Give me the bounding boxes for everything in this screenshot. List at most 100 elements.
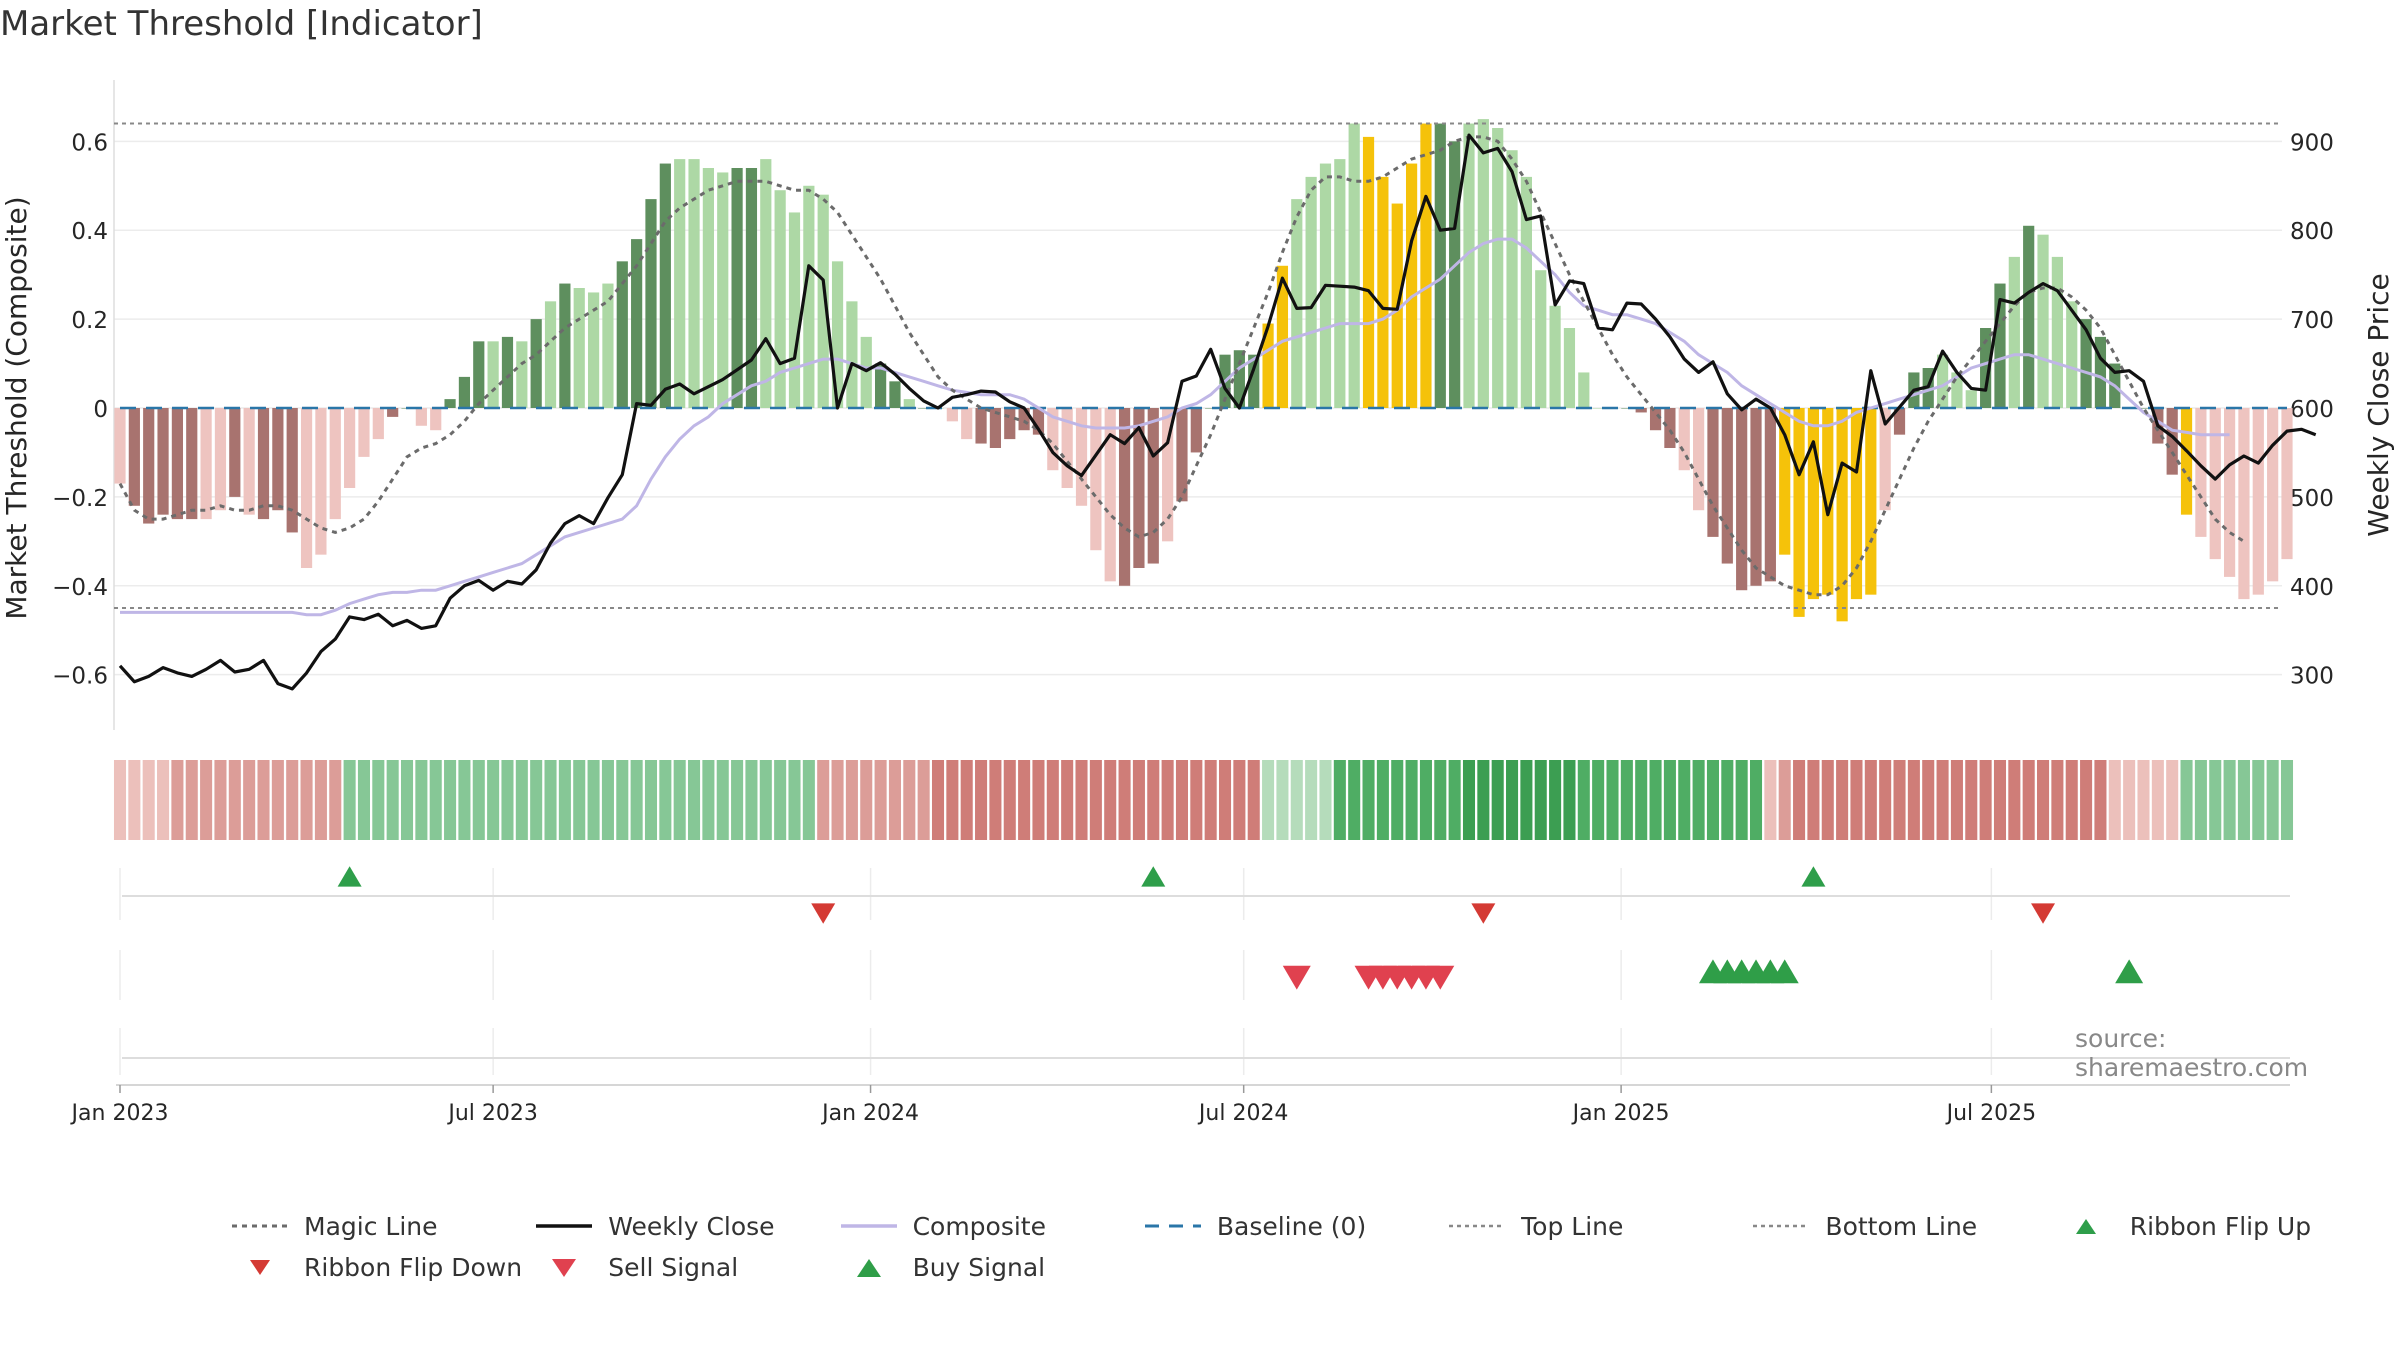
ribbon-cell <box>960 760 973 840</box>
ribbon-cell <box>1534 760 1547 840</box>
ribbon-cell <box>444 760 457 840</box>
ribbon-cell <box>157 760 170 840</box>
ribbon-cell <box>343 760 356 840</box>
legend-item: Baseline (0) <box>1143 1212 1447 1241</box>
composite-bar <box>229 408 241 497</box>
ribbon-cell <box>1979 760 1992 840</box>
ribbon-cell <box>472 760 485 840</box>
composite-bar <box>1664 408 1676 448</box>
composite-bar <box>516 341 528 408</box>
ribbon-cell <box>357 760 370 840</box>
composite-bar <box>674 159 686 408</box>
ribbon-cell <box>329 760 342 840</box>
ribbon-cell <box>1362 760 1375 840</box>
ribbon-cell <box>2051 760 2064 840</box>
composite-bar <box>1850 408 1863 600</box>
y2-tick-label: 700 <box>2290 308 2334 334</box>
composite-bar <box>1822 408 1834 595</box>
composite-bar <box>1678 408 1690 471</box>
ribbon-cell <box>1391 760 1404 840</box>
composite-bar <box>1549 305 1561 408</box>
ribbon-cell <box>845 760 858 840</box>
composite-bar <box>171 408 184 520</box>
composite-bar <box>602 283 614 408</box>
ribbon-cell <box>1032 760 1045 840</box>
composite-bar <box>1879 408 1891 511</box>
ribbon-cell <box>774 760 787 840</box>
legend-swatch <box>552 1258 577 1277</box>
ribbon-cell <box>1419 760 1432 840</box>
magic-line <box>118 135 2245 597</box>
composite-bar <box>1233 350 1245 408</box>
composite-bar <box>1348 123 1360 409</box>
legend-label: Magic Line <box>304 1212 438 1241</box>
ribbon-cell <box>2151 760 2164 840</box>
legend-swatch <box>250 1259 270 1275</box>
composite-bar <box>1147 408 1159 564</box>
ribbon-cell <box>2237 760 2250 840</box>
ribbon-cell <box>1606 760 1619 840</box>
composite-bar <box>1420 123 1432 409</box>
ribbon-cell <box>644 760 658 840</box>
composite-bar <box>143 408 155 524</box>
composite-bar <box>1047 408 1059 471</box>
composite-bar <box>1449 141 1461 409</box>
ribbon-cell <box>1276 760 1289 840</box>
composite-bar <box>1176 408 1188 502</box>
legend-swatch <box>1753 1224 1810 1227</box>
ribbon-cell <box>2209 760 2222 840</box>
composite-bar <box>372 408 384 440</box>
composite-bar <box>1405 163 1418 408</box>
ribbon-cell <box>1678 760 1691 840</box>
composite-bar <box>1133 408 1145 568</box>
composite-bar <box>645 199 657 408</box>
ribbon-cell <box>1305 760 1318 840</box>
composite-bar <box>1004 408 1016 440</box>
composite-bar <box>430 408 442 431</box>
composite-bar <box>387 408 399 417</box>
ribbon-cell <box>788 760 801 840</box>
composite-bar <box>1578 372 1590 408</box>
ribbon-cell <box>2123 760 2136 840</box>
ribbon-cell <box>200 760 213 840</box>
ribbon-cell <box>1793 760 1806 840</box>
composite-bar <box>272 408 284 511</box>
legend-item: Buy Signal <box>839 1253 1143 1282</box>
legend-label: Buy Signal <box>912 1253 1046 1282</box>
composite-bar <box>2195 408 2207 537</box>
ribbon-cell <box>1850 760 1863 840</box>
buy-signal-marker <box>1770 959 1799 984</box>
ribbon-cell <box>1175 760 1189 840</box>
ribbon-cell <box>2166 760 2179 840</box>
composite-bar <box>860 336 872 408</box>
composite-bar <box>903 399 915 408</box>
composite-bar <box>989 408 1002 448</box>
composite-bar <box>2094 336 2107 408</box>
buy-signal-marker <box>2115 959 2144 984</box>
ribbon-cell <box>1132 760 1145 840</box>
ribbon-cell <box>1706 760 1719 840</box>
y-tick-label: −0.4 <box>52 575 108 601</box>
ribbon-cell <box>1046 760 1059 840</box>
ribbon-cell <box>2223 760 2236 840</box>
legend-item: Ribbon Flip Down <box>230 1253 534 1282</box>
composite-bar <box>2137 408 2150 409</box>
composite-bar <box>501 336 514 408</box>
ribbon-cell <box>1879 760 1892 840</box>
market-threshold-chart: −0.6 −0.4 −0.2 0 0.2 0.4 0.6 300 400 500 600 700 800… <box>0 80 2395 1126</box>
composite-bar <box>1621 408 1633 409</box>
ribbon-cell <box>2094 760 2107 840</box>
composite-bar <box>1190 408 1202 453</box>
ribbon-cell <box>544 760 557 840</box>
ribbon-flip-down-marker <box>811 903 836 924</box>
composite-bar <box>1994 283 2006 408</box>
y2-axis-label: Weekly Close Price <box>2362 273 2395 536</box>
ribbon-cell <box>673 760 686 840</box>
y2-tick-label: 500 <box>2290 486 2334 512</box>
composite-bar <box>1434 123 1446 409</box>
ribbon-cell <box>888 760 901 840</box>
ribbon-cell <box>573 760 586 840</box>
ribbon-cell <box>2194 760 2207 840</box>
ribbon-cell <box>1721 760 1734 840</box>
composite-bar <box>2281 408 2293 560</box>
